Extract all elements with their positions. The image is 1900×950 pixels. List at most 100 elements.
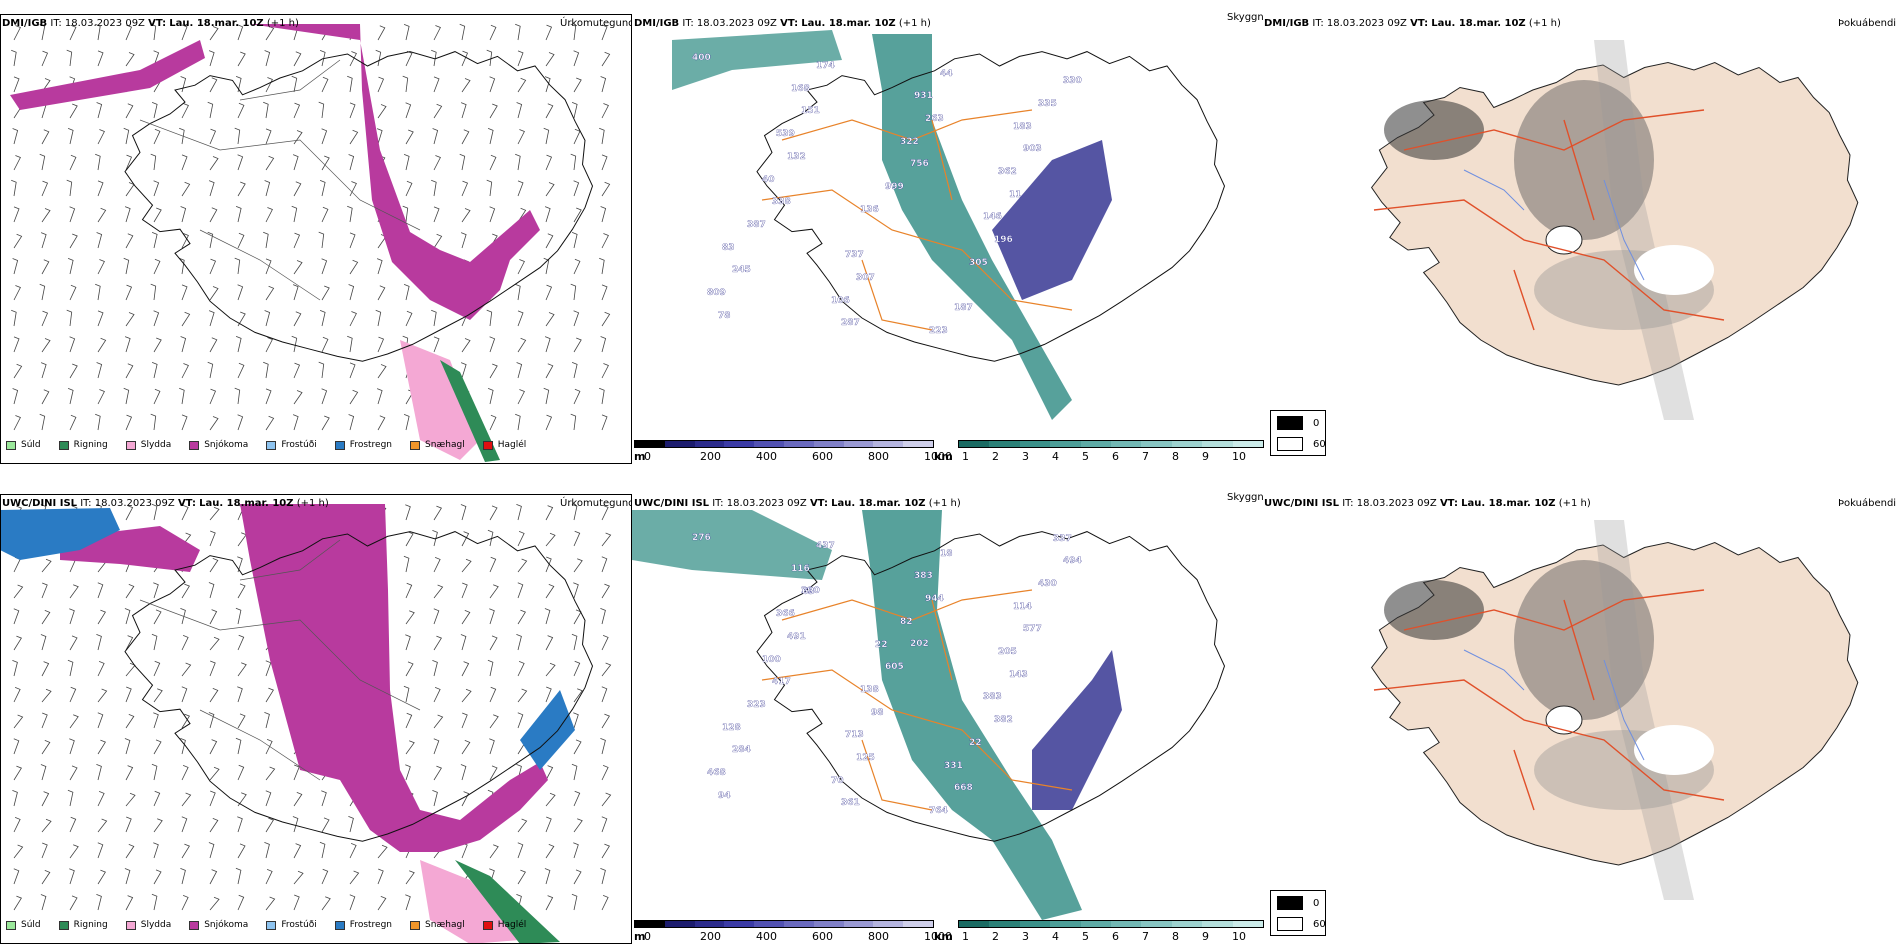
road-network xyxy=(1373,589,1725,811)
colorbar-swatch xyxy=(664,921,695,927)
low-visibility-nw xyxy=(632,510,832,580)
cloud-base-value: 183 xyxy=(1013,122,1032,132)
cloud-base-value: 125 xyxy=(856,753,875,763)
coastline xyxy=(756,51,1226,362)
tick-label: 7 xyxy=(1142,930,1149,943)
cloud-base-value: 132 xyxy=(787,152,806,162)
land-area xyxy=(1370,541,1859,866)
legend-item: Frostúði xyxy=(266,440,317,450)
fog-key-row: 0 xyxy=(1277,416,1319,430)
colorbar-swatch xyxy=(694,441,725,447)
cloud-base-value: 106 xyxy=(831,296,850,306)
lead-time: (+1 h) xyxy=(296,498,329,509)
cloud-base-value: 276 xyxy=(692,533,711,543)
panel-title: Þokuábendi xyxy=(1838,498,1897,509)
cloud-base-value: 903 xyxy=(1023,144,1042,154)
panel-header: UWC/DINI ISL IT: 18.03.2023 09Z VT: Lau.… xyxy=(2,498,329,510)
legend-swatch xyxy=(58,440,69,450)
legend-label: Rigning xyxy=(73,920,108,930)
tick-label: 10 xyxy=(1232,930,1246,943)
cloud-base-labels: 276 290 202 383 284 361 383 577 417 713 668 494 366 6… xyxy=(692,533,1082,816)
cloud-base-value: 138 xyxy=(860,685,879,695)
cloud-base-value: 63 xyxy=(802,587,815,597)
legend-label: Haglél xyxy=(497,920,527,930)
cloud-base-value: 323 xyxy=(747,700,766,710)
rain-area xyxy=(455,860,560,944)
fog-shading xyxy=(1384,40,1714,420)
cloud-base-value: 605 xyxy=(885,662,904,672)
colorbar-swatch xyxy=(1141,441,1172,447)
legend-label: Rigning xyxy=(73,440,108,450)
cloud-base-value: 400 xyxy=(692,53,711,63)
legend-item: Haglél xyxy=(482,920,527,930)
colorbar-swatch xyxy=(959,921,990,927)
fog-key-swatch xyxy=(1277,437,1303,451)
cloud-base-value: 202 xyxy=(910,639,929,649)
legend-swatch xyxy=(334,920,345,930)
cloud-base-value: 577 xyxy=(1023,624,1042,634)
lead-time: (+1 h) xyxy=(266,18,299,29)
cloud-base-value: 491 xyxy=(787,632,806,642)
colorbar-swatch xyxy=(724,441,755,447)
cloud-base-value: 187 xyxy=(954,303,973,313)
colorbar-swatch xyxy=(1232,921,1264,927)
legend-swatch xyxy=(266,920,277,930)
tick-label: 9 xyxy=(1202,450,1209,463)
legend-label: Snæhagl xyxy=(425,440,465,450)
fog-shading xyxy=(1384,520,1714,900)
visibility-map: 276 290 202 383 284 361 383 577 417 713 668 494 366 6… xyxy=(632,510,1226,920)
valid-time: Lau. 18.mar. 10Z xyxy=(199,498,294,509)
region-boundaries xyxy=(139,539,421,781)
colorbar-swatches xyxy=(958,440,1264,448)
it-label: IT: xyxy=(50,18,62,29)
legend-item: Súld xyxy=(6,440,41,450)
cloud-base-value: 136 xyxy=(860,205,879,215)
colorbar-swatch xyxy=(1050,921,1081,927)
colorbar-swatch xyxy=(1111,441,1142,447)
cloud-base-value: 307 xyxy=(856,273,875,283)
cloud-base-value: 100 xyxy=(762,655,781,665)
cloud-base-colorbar: m 0 200 400 600 800 1000 xyxy=(634,440,952,463)
cloud-base-value: 383 xyxy=(983,692,1002,702)
cloud-base-value: 205 xyxy=(998,647,1017,657)
lead-time: (+1 h) xyxy=(1558,498,1591,509)
legend-swatch xyxy=(189,920,200,930)
tick-label: 0 xyxy=(644,450,651,463)
cloud-base-value: 362 xyxy=(998,167,1017,177)
tick-label: 2 xyxy=(992,930,999,943)
legend-item: Frostregn xyxy=(334,440,393,450)
colorbar-swatch xyxy=(783,921,814,927)
tick-label: 200 xyxy=(700,930,721,943)
cloud-base-value: 70 xyxy=(831,776,844,786)
fog-key-label: 0 xyxy=(1313,417,1320,429)
it-label: IT: xyxy=(712,498,724,509)
colorbar-swatch xyxy=(724,921,755,927)
visibility-colorbar: km 1 2 3 4 5 6 7 8 9 10 xyxy=(934,440,1264,463)
lead-time: (+1 h) xyxy=(1528,18,1561,29)
legend-item: Snæhagl xyxy=(410,920,465,930)
legend-swatch xyxy=(266,440,277,450)
legend-swatch xyxy=(334,440,345,450)
panel-title: Úrkomutegund xyxy=(560,18,632,29)
unit-label: km xyxy=(934,930,953,943)
legend-label: Frostregn xyxy=(349,440,393,450)
land-area xyxy=(1370,61,1859,386)
valid-time: Lau. 18.mar. 10Z xyxy=(831,498,926,509)
low-visibility-nw xyxy=(672,30,842,90)
cloud-base-value: 116 xyxy=(791,564,810,574)
tick-label: 200 xyxy=(700,450,721,463)
cloud-base-value: 417 xyxy=(772,677,791,687)
cloud-base-value: 468 xyxy=(707,768,726,778)
low-visibility-area xyxy=(862,510,1082,920)
legend-label: Snjókoma xyxy=(204,920,249,930)
cloud-base-value: 174 xyxy=(816,61,835,71)
cloud-base-value: 22 xyxy=(875,640,888,650)
cloud-base-value: 78 xyxy=(718,311,731,321)
cloud-base-labels: 400 151 756 146 245 287 931 903 338 737 187 330 539 9… xyxy=(692,53,1082,336)
freezing-rain-east xyxy=(520,690,575,770)
colorbar-swatch xyxy=(1171,921,1203,927)
colorbar-swatches xyxy=(958,920,1264,928)
colorbar-swatch xyxy=(873,921,904,927)
cloud-base-value: 322 xyxy=(900,137,919,147)
visibility-map: 400 151 756 146 245 287 931 903 338 737 187 330 539 9… xyxy=(672,30,1226,420)
